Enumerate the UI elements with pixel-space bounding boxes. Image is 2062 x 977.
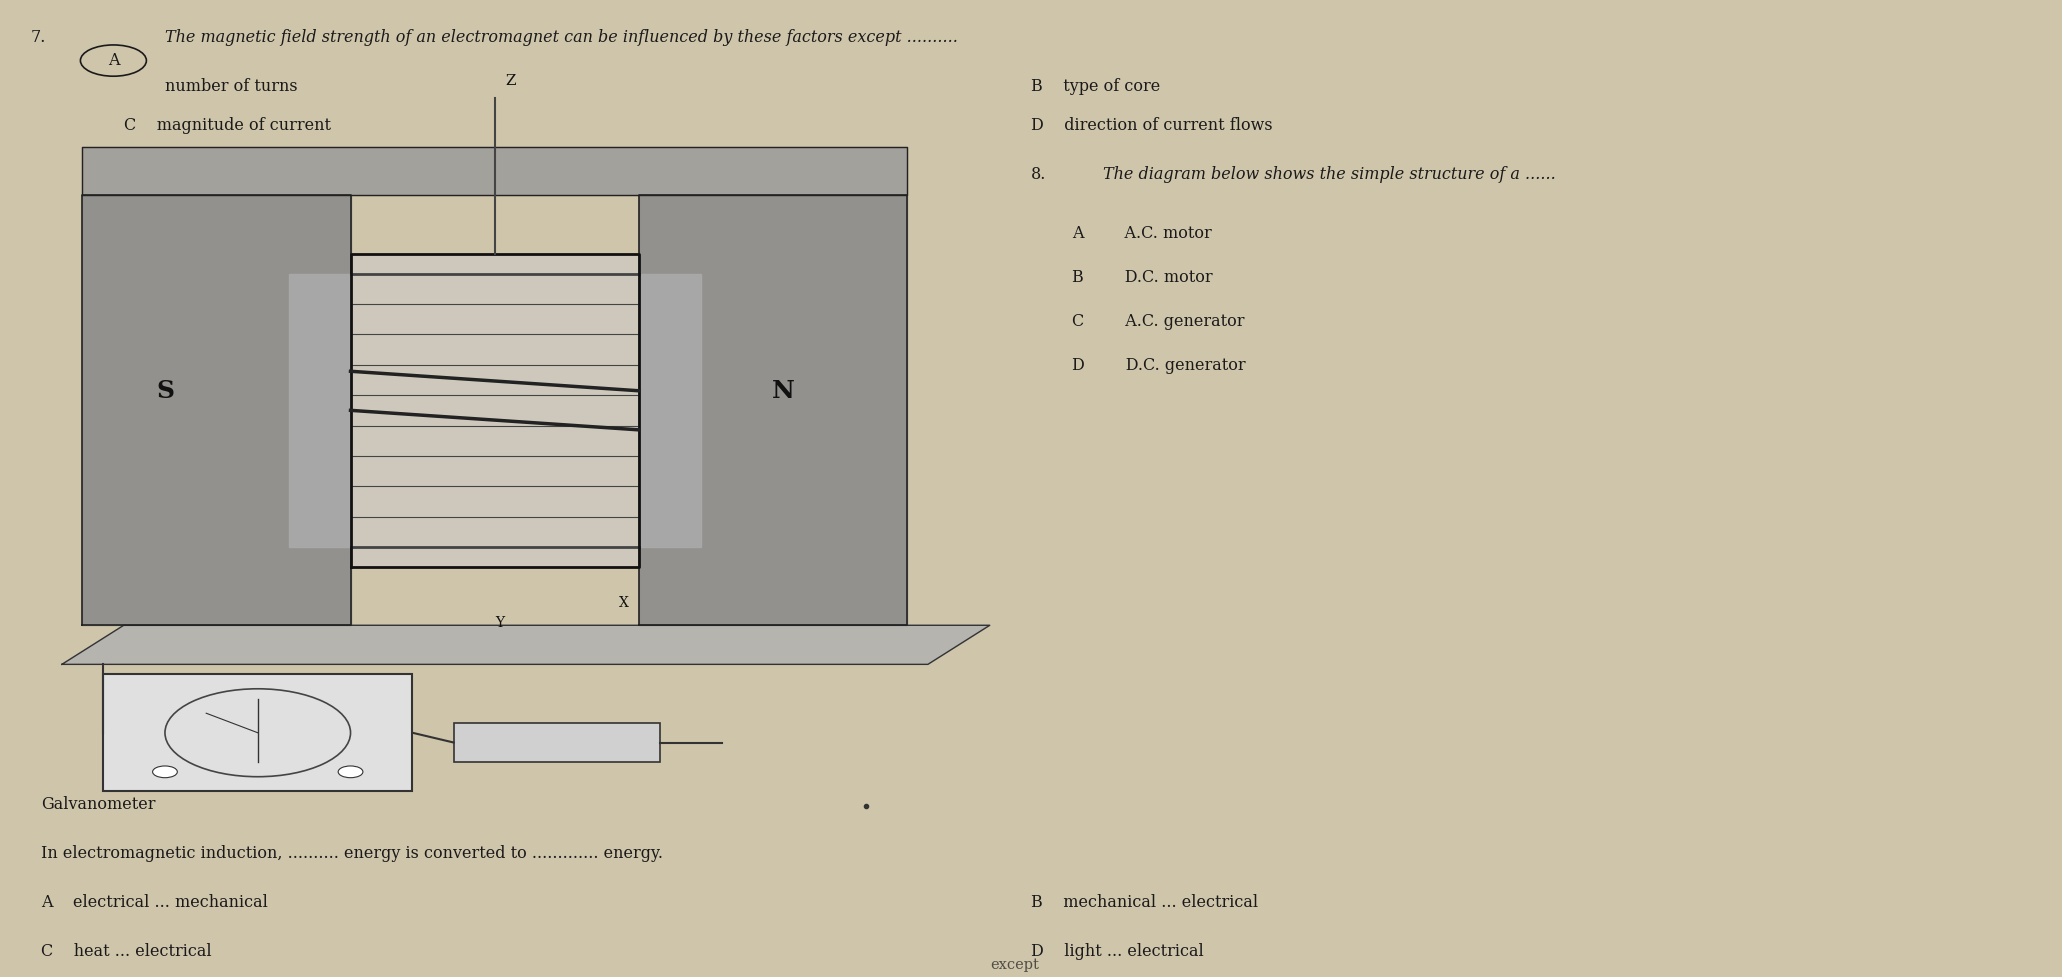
- Text: 7.: 7.: [31, 29, 45, 46]
- Polygon shape: [289, 274, 351, 547]
- Text: B    mechanical ... electrical: B mechanical ... electrical: [1031, 894, 1258, 911]
- Text: The diagram below shows the simple structure of a ......: The diagram below shows the simple struc…: [1103, 166, 1557, 183]
- Polygon shape: [82, 195, 351, 625]
- Bar: [454, 723, 660, 762]
- Text: The magnetic field strength of an electromagnet can be influenced by these facto: The magnetic field strength of an electr…: [165, 29, 959, 46]
- Text: Y: Y: [495, 616, 503, 629]
- Text: In electromagnetic induction, .......... energy is converted to ............. en: In electromagnetic induction, ..........…: [41, 845, 664, 862]
- Text: Galvanometer: Galvanometer: [41, 796, 157, 813]
- Text: A: A: [107, 52, 120, 69]
- Circle shape: [153, 766, 177, 778]
- Text: S: S: [157, 379, 173, 403]
- Text: except: except: [990, 958, 1039, 972]
- Polygon shape: [639, 274, 701, 547]
- Text: C    magnitude of current: C magnitude of current: [124, 117, 330, 134]
- Text: X: X: [619, 596, 629, 610]
- Text: C    heat ... electrical: C heat ... electrical: [41, 943, 212, 959]
- Text: D        D.C. generator: D D.C. generator: [1072, 357, 1245, 373]
- Text: A        A.C. motor: A A.C. motor: [1072, 225, 1212, 241]
- Text: 8.: 8.: [1031, 166, 1045, 183]
- Text: A    electrical ... mechanical: A electrical ... mechanical: [41, 894, 268, 911]
- Polygon shape: [351, 254, 639, 567]
- Text: B    type of core: B type of core: [1031, 78, 1161, 95]
- Polygon shape: [639, 195, 907, 625]
- Text: D    direction of current flows: D direction of current flows: [1031, 117, 1272, 134]
- Text: D    light ... electrical: D light ... electrical: [1031, 943, 1204, 959]
- Polygon shape: [82, 147, 907, 195]
- Text: Z: Z: [505, 74, 516, 88]
- Text: N: N: [771, 379, 796, 403]
- Text: B        D.C. motor: B D.C. motor: [1072, 269, 1212, 285]
- Circle shape: [338, 766, 363, 778]
- Bar: [103, 674, 412, 791]
- Polygon shape: [62, 625, 990, 664]
- Text: C        A.C. generator: C A.C. generator: [1072, 313, 1245, 329]
- Text: number of turns: number of turns: [165, 78, 297, 95]
